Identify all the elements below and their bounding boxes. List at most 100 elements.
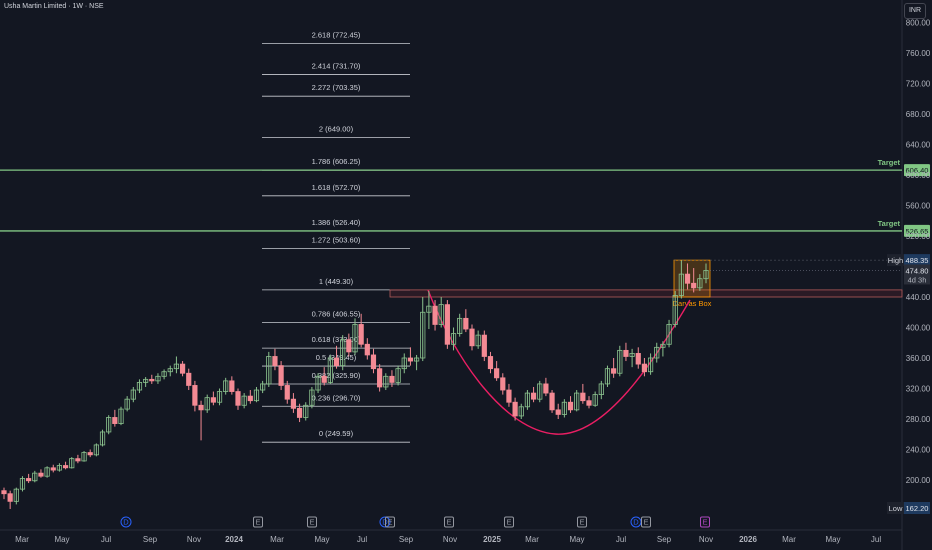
candle [420, 297, 426, 362]
fib-level-label: 2.272 (703.35) [312, 83, 361, 92]
candle [444, 300, 450, 349]
candle [530, 386, 537, 403]
target-label: Target [878, 158, 901, 167]
fib-level-label: 0 (249.59) [319, 429, 354, 438]
candle [303, 402, 309, 421]
candle-body [327, 357, 333, 383]
candle-body [19, 478, 26, 490]
candle [438, 297, 444, 328]
candle [555, 403, 561, 419]
candle [93, 443, 99, 457]
candle [580, 383, 586, 404]
candle [611, 358, 617, 378]
x-axis-tick-label: Nov [699, 535, 713, 544]
y-axis-tick-label: 760.00 [906, 49, 931, 58]
candle-body [370, 354, 377, 370]
candle-body [143, 378, 149, 383]
x-axis-tick-label: Nov [443, 535, 457, 544]
candle-body [358, 324, 364, 345]
target-label: Target [878, 219, 901, 228]
candle [32, 470, 38, 483]
candle-body [604, 368, 611, 385]
candle-body [118, 408, 124, 424]
candle-body [235, 391, 241, 406]
fib-level-label: 1 (449.30) [319, 277, 354, 286]
x-axis-tick-label: Jul [871, 535, 881, 544]
candle [660, 341, 666, 357]
candle [654, 342, 660, 363]
candle-body [666, 324, 672, 345]
dividend-marker-text: D [633, 518, 639, 527]
fib-level-label: 1.618 (572.70) [312, 183, 361, 192]
y-axis-tick-label: 560.00 [906, 202, 931, 211]
candle-body [198, 404, 204, 411]
candle-body [426, 305, 432, 313]
earnings-marker-icon[interactable] [253, 516, 263, 528]
candle-body [75, 458, 81, 462]
candle-body [130, 389, 136, 400]
candle [678, 260, 684, 299]
candle-body [1, 490, 7, 495]
x-axis-tick-label: May [314, 535, 329, 544]
candle-body [167, 368, 173, 373]
candle [1, 487, 7, 500]
candle [124, 396, 130, 412]
candle-body [149, 378, 155, 382]
candle [481, 330, 487, 362]
dividend-marker-icon[interactable] [120, 516, 132, 528]
candle [500, 373, 506, 395]
candle-body [561, 401, 567, 415]
x-axis-tick-label: May [54, 535, 69, 544]
earnings-marker-icon[interactable] [641, 516, 651, 528]
candle-body [389, 375, 395, 383]
candle [475, 330, 481, 349]
candle [179, 361, 186, 377]
x-axis-tick-label: May [569, 535, 584, 544]
earnings-marker-text: E [387, 518, 392, 527]
x-axis-tick-label: 2024 [225, 535, 243, 544]
candle-body [56, 465, 63, 471]
candle-body [592, 394, 598, 406]
earnings-marker-icon[interactable] [504, 516, 514, 528]
fib-level-label: 1.786 (606.25) [312, 157, 361, 166]
x-axis-tick-label: 2025 [483, 535, 501, 544]
candle [75, 454, 81, 464]
candle-body [333, 357, 340, 367]
x-axis-tick-label: Sep [143, 535, 158, 544]
candle-body [395, 368, 401, 383]
candle-body [290, 398, 297, 409]
earnings-marker-text: E [309, 518, 314, 527]
candle-body [346, 339, 352, 353]
dividend-marker-icon[interactable] [379, 516, 391, 528]
candle-body [678, 273, 684, 296]
currency-button[interactable]: INR [904, 3, 926, 19]
earnings-marker-icon[interactable] [577, 516, 587, 528]
low-price-text: 162.20 [906, 504, 929, 513]
x-axis-tick-label: Sep [657, 535, 672, 544]
candle [229, 376, 235, 395]
earnings-marker-icon[interactable] [385, 516, 395, 528]
candle-body [549, 392, 555, 411]
candle-body [660, 343, 666, 348]
chart-title: Usha Martin Limited · 1W · NSE [4, 3, 104, 10]
target-price-text: 526.65 [906, 227, 929, 236]
candle [136, 379, 143, 394]
candle [13, 487, 19, 505]
y-axis-tick-label: 640.00 [906, 141, 931, 150]
candle-body [684, 273, 691, 284]
earnings-marker-icon[interactable] [700, 516, 710, 528]
candle [315, 373, 321, 394]
candle [537, 380, 543, 403]
candle-body [438, 304, 444, 325]
candle-body [647, 357, 654, 373]
candle-body [62, 465, 69, 469]
earnings-marker-icon[interactable] [444, 516, 454, 528]
resistance-band [389, 289, 903, 298]
candle [684, 263, 691, 290]
earnings-marker-icon[interactable] [307, 516, 317, 528]
fib-level-label: 2 (649.00) [319, 125, 354, 134]
candle-body [179, 363, 186, 374]
fib-level-label: 1.386 (526.40) [312, 218, 361, 227]
candle [155, 373, 161, 384]
